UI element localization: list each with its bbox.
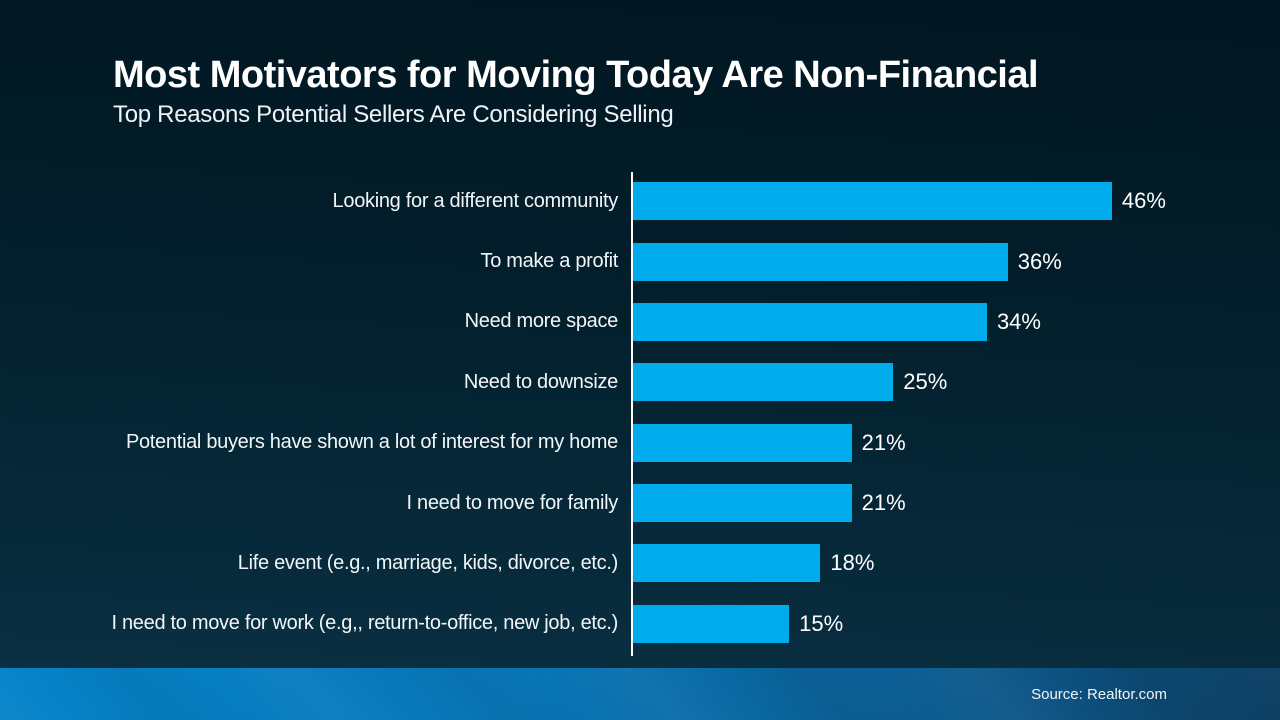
bar — [633, 484, 852, 523]
bar-row: I need to move for family 21% — [0, 473, 1280, 533]
bar-track: 21% — [633, 413, 1280, 473]
bar — [633, 544, 821, 583]
category-label: Need more space — [464, 310, 619, 333]
y-axis-line — [631, 172, 633, 656]
category-label: To make a profit — [480, 250, 619, 273]
bar-row: I need to move for work (e.g,, return-to… — [0, 594, 1280, 654]
bar — [633, 604, 790, 643]
bar-track: 25% — [633, 352, 1280, 412]
chart-subtitle: Top Reasons Potential Sellers Are Consid… — [113, 101, 674, 128]
bar-row: Need more space 34% — [0, 292, 1280, 352]
value-label: 18% — [830, 550, 875, 576]
bar-row: Looking for a different community 46% — [0, 171, 1280, 231]
bar — [633, 302, 987, 341]
bar — [633, 182, 1112, 221]
bar-track: 46% — [633, 171, 1280, 231]
category-label: Looking for a different community — [332, 189, 619, 212]
bar-rows-container: Looking for a different community 46% To… — [0, 171, 1280, 654]
bar-chart: Looking for a different community 46% To… — [0, 171, 1280, 656]
category-label: Life event (e.g., marriage, kids, divorc… — [237, 551, 619, 574]
bar-track: 21% — [633, 473, 1280, 533]
bar — [633, 363, 894, 402]
bar-row: Potential buyers have shown a lot of int… — [0, 413, 1280, 473]
bar-row: To make a profit 36% — [0, 231, 1280, 291]
bar-track: 36% — [633, 231, 1280, 291]
category-label: Potential buyers have shown a lot of int… — [125, 431, 618, 454]
value-label: 25% — [903, 369, 948, 395]
source-attribution: Source: Realtor.com — [1031, 685, 1167, 703]
value-label: 21% — [861, 429, 906, 455]
bar — [633, 242, 1008, 281]
header: Most Motivators for Moving Today Are Non… — [113, 54, 1039, 129]
value-label: 21% — [861, 490, 906, 516]
bar-row: Life event (e.g., marriage, kids, divorc… — [0, 533, 1280, 593]
bar-row: Need to downsize 25% — [0, 352, 1280, 412]
bar-track: 15% — [633, 594, 1280, 654]
bar — [633, 423, 852, 462]
category-label: I need to move for family — [406, 491, 619, 514]
category-label: I need to move for work (e.g,, return-to… — [111, 612, 618, 635]
value-label: 36% — [1017, 248, 1062, 274]
bar-track: 18% — [633, 533, 1280, 593]
chart-title: Most Motivators for Moving Today Are Non… — [113, 54, 1039, 96]
bar-track: 34% — [633, 292, 1280, 352]
value-label: 34% — [996, 308, 1041, 334]
footer-band: Source: Realtor.com — [0, 668, 1280, 720]
category-label: Need to downsize — [463, 370, 618, 393]
value-label: 15% — [799, 610, 844, 636]
value-label: 46% — [1121, 188, 1166, 214]
